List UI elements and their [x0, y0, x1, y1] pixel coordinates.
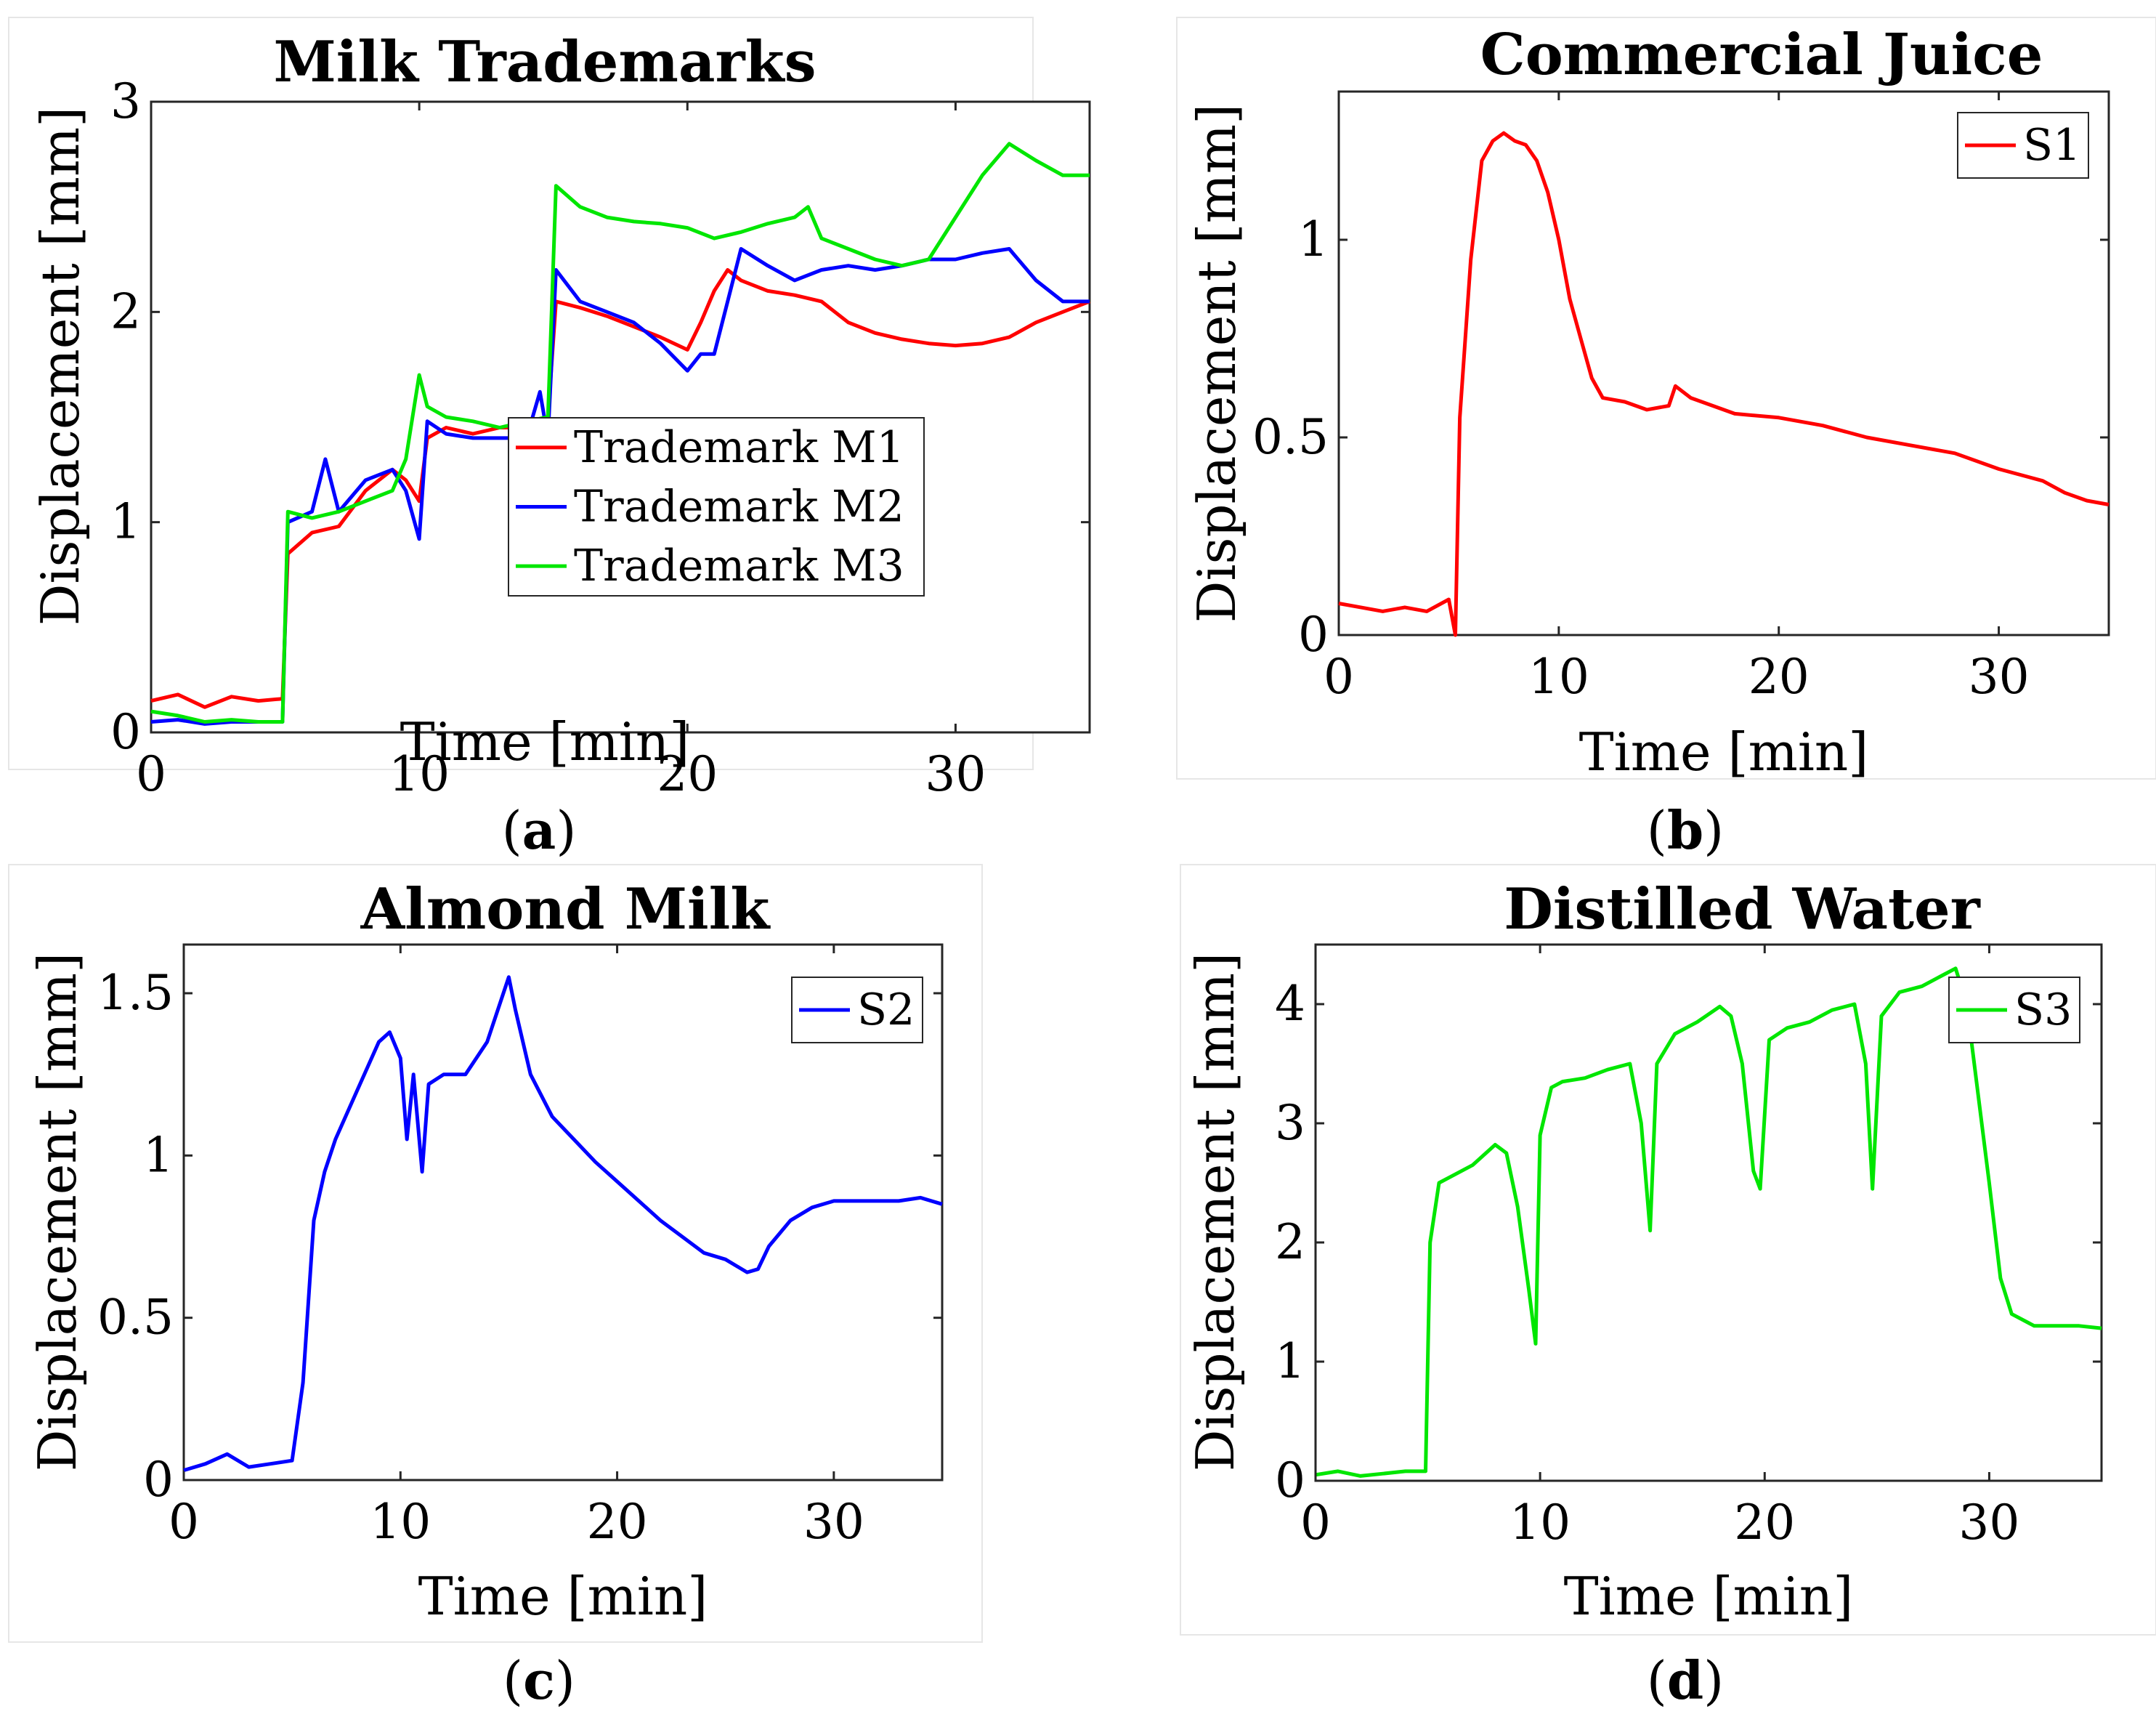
- legend-label: S3: [2014, 985, 2072, 1035]
- panel-a-xlabel: Time [min]: [400, 711, 690, 772]
- panel-b-xlabel: Time [min]: [1579, 721, 1869, 783]
- panel-a-axes: 0 10 20 30 0 1 2 3: [110, 73, 1091, 802]
- x-tick-label: 0: [136, 746, 166, 802]
- x-tick-label: 0: [1324, 649, 1354, 705]
- y-tick-label: 3: [110, 73, 141, 129]
- panel-c-ylabel: Displacement [mm]: [27, 953, 88, 1471]
- panel-c-legend: S2: [791, 977, 923, 1043]
- panel-c-caption: (c): [503, 1649, 575, 1711]
- y-tick-label: 2: [110, 283, 141, 339]
- panel-a: Milk Trademarks 0 10 20 30 0 1 2 3 Time [min] D…: [8, 17, 1091, 861]
- panel-d-axes: 0 10 20 30 0 1 2 3 4: [1275, 943, 2103, 1551]
- legend-label: Trademark M3: [574, 541, 904, 591]
- x-tick-label: 20: [1748, 649, 1809, 705]
- y-tick-label: 2: [1275, 1214, 1305, 1270]
- legend-label: S2: [857, 985, 915, 1035]
- panel-c-title: Almond Milk: [360, 876, 771, 942]
- panel-a-ylabel: Displacement [mm]: [30, 107, 91, 626]
- panel-c: Almond Milk 0 10 20 30 0 0.5 1 1.5 Time [min] D…: [8, 864, 983, 1711]
- x-tick-label: 30: [1958, 1495, 2019, 1551]
- panel-a-title: Milk Trademarks: [273, 29, 816, 95]
- legend-box: [508, 417, 925, 597]
- y-tick-label: 1.5: [97, 965, 174, 1021]
- y-tick-label: 1: [143, 1127, 174, 1183]
- x-tick-label: 10: [370, 1494, 431, 1550]
- legend-label: S1: [2023, 120, 2080, 171]
- x-tick-label: 20: [657, 746, 718, 802]
- panel-b: Commercial Juice 0 10 20 30 0 0.5 1 Time [min]…: [1176, 17, 2156, 861]
- panel-d-caption: (d): [1647, 1649, 1725, 1711]
- x-tick-label: 10: [389, 746, 450, 802]
- x-tick-label: 0: [169, 1494, 199, 1550]
- panel-b-legend: S1: [1957, 112, 2089, 179]
- panel-c-xlabel: Time [min]: [418, 1566, 708, 1627]
- legend-label: Trademark M1: [574, 422, 904, 473]
- series-line-s2: [183, 975, 943, 1472]
- y-tick-label: 3: [1275, 1095, 1305, 1151]
- y-tick-label: 0: [110, 704, 141, 760]
- panel-b-title: Commercial Juice: [1480, 22, 2043, 88]
- x-tick-label: 20: [1734, 1495, 1795, 1551]
- x-tick-label: 30: [925, 746, 986, 802]
- panel-d-legend: S3: [1948, 977, 2080, 1043]
- panel-b-axes: 0 10 20 30 0 0.5 1: [1252, 90, 2110, 705]
- x-tick-label: 10: [1509, 1495, 1571, 1551]
- y-tick-label: 0: [1298, 607, 1329, 663]
- y-tick-label: 1: [1275, 1333, 1305, 1389]
- x-tick-label: 10: [1528, 649, 1589, 705]
- plot-area: [150, 100, 1091, 734]
- panel-b-border: [1176, 17, 2156, 780]
- y-tick-label: 0.5: [1252, 409, 1329, 465]
- y-tick-label: 1: [1298, 211, 1329, 267]
- series-line-trademark-m3: [150, 142, 1090, 724]
- panel-c-border: [8, 864, 983, 1643]
- y-tick-label: 0: [143, 1452, 174, 1508]
- plot-area: [1337, 90, 2110, 636]
- y-tick-label: 1: [110, 494, 141, 550]
- x-tick-label: 30: [803, 1494, 864, 1550]
- panel-a-legend: Trademark M1 Trademark M2 Trademark M3: [508, 417, 925, 597]
- x-tick-label: 20: [587, 1494, 648, 1550]
- panel-b-caption: (b): [1647, 799, 1725, 861]
- series-line-s1: [1338, 131, 2110, 637]
- panel-b-ylabel: Displacement [mm]: [1186, 104, 1247, 623]
- y-tick-label: 0: [1275, 1452, 1305, 1508]
- panel-d-title: Distilled Water: [1504, 876, 1980, 942]
- series-line-s3: [1315, 966, 2102, 1478]
- panel-d-ylabel: Displacement [mm]: [1185, 953, 1246, 1471]
- x-tick-label: 0: [1300, 1495, 1331, 1551]
- series-line-trademark-m1: [150, 268, 1090, 709]
- x-tick-label: 30: [1969, 649, 2030, 705]
- legend-label: Trademark M2: [574, 482, 904, 533]
- panel-d-xlabel: Time [min]: [1564, 1566, 1854, 1627]
- y-tick-label: 4: [1275, 976, 1305, 1032]
- panel-a-caption: (a): [502, 799, 577, 861]
- panel-d-border: [1180, 864, 2156, 1636]
- y-tick-label: 0.5: [97, 1290, 174, 1346]
